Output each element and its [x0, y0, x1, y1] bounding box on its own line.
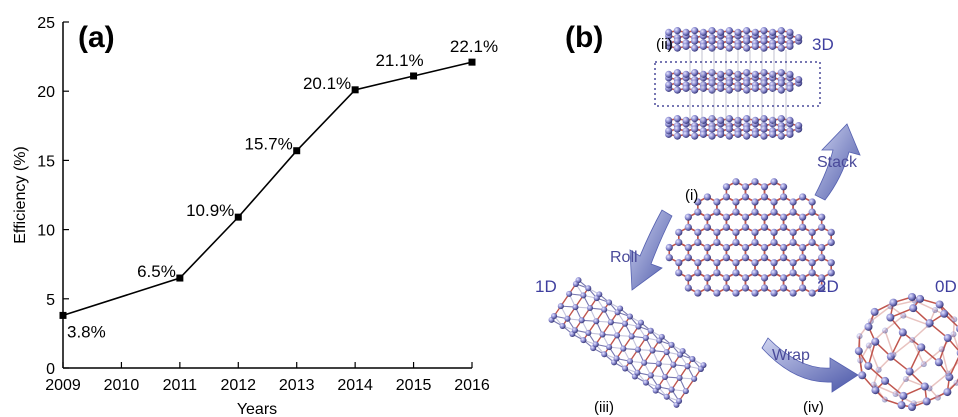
x-ticks: 2009 2010 2011 2012 2013 2014 2015 2016: [45, 362, 490, 394]
y-tick-label: 15: [37, 153, 55, 170]
data-label: 3.8%: [67, 322, 106, 341]
data-point: [59, 311, 67, 319]
data-point: [351, 86, 359, 94]
x-tick-label: 2014: [337, 377, 373, 394]
graphene-layer: [665, 115, 803, 140]
label-iv: (iv): [803, 399, 824, 416]
carbon-allotropes-diagram: (b) (ii) 3D Stack (i) 2D Roll 1D (iii) W…: [535, 21, 958, 416]
roll-arrow: Roll: [610, 209, 673, 291]
data-label: 20.1%: [303, 74, 351, 93]
data-point: [234, 213, 242, 221]
panel-label-b: (b): [565, 21, 603, 54]
y-tick-label: 20: [37, 84, 55, 101]
y-tick-label: 25: [37, 15, 55, 32]
data-point: [176, 274, 184, 282]
x-tick-label: 2013: [279, 377, 315, 394]
label-0d: 0D: [935, 277, 957, 296]
graphite-3d-stack: [654, 27, 821, 140]
data-point: [410, 72, 418, 80]
label-2d: 2D: [817, 277, 839, 296]
data-point: [468, 58, 476, 66]
x-tick-label: 2009: [45, 377, 81, 394]
roll-arrow-label: Roll: [610, 249, 638, 266]
series-efficiency: 3.8% 6.5% 10.9% 15.7% 20.1% 21.1% 22.1%: [59, 37, 498, 341]
x-tick-label: 2012: [220, 377, 256, 394]
y-axis-title: Efficiency (%): [12, 146, 29, 244]
x-tick-label: 2010: [104, 377, 140, 394]
x-tick-label: 2015: [396, 377, 432, 394]
y-tick-label: 0: [46, 361, 55, 378]
y-tick-label: 10: [37, 223, 55, 240]
data-label: 6.5%: [137, 262, 176, 281]
y-tick-label: 5: [46, 292, 55, 309]
label-ii: (ii): [656, 36, 673, 53]
data-point: [293, 147, 301, 155]
x-tick-label: 2016: [454, 377, 490, 394]
label-i: (i): [685, 187, 698, 204]
wrap-arrow-label: Wrap: [772, 347, 810, 364]
series-line: [62, 61, 473, 317]
panel-label-a: (a): [78, 21, 115, 54]
data-label: 21.1%: [375, 51, 423, 70]
fullerene-0d: [854, 293, 958, 411]
graphene-layer: [665, 69, 803, 94]
graphene-layer: [665, 27, 803, 52]
x-tick-label: 2011: [163, 377, 198, 394]
data-label: 15.7%: [245, 135, 293, 154]
graphene-sheet-2d: [665, 178, 835, 297]
data-label: 22.1%: [450, 37, 498, 56]
y-ticks: 0 5 10 15 20 25: [37, 15, 69, 378]
wrap-arrow: Wrap: [761, 337, 859, 393]
label-3d: 3D: [812, 35, 834, 54]
x-axis-title: Years: [237, 401, 277, 417]
selected-layer-box: [654, 61, 821, 107]
label-1d: 1D: [535, 277, 557, 296]
data-label: 10.9%: [186, 201, 234, 220]
carbon-nanotube-1d: [548, 277, 707, 408]
label-iii: (iii): [594, 399, 614, 416]
stack-arrow-label: Stack: [817, 154, 858, 171]
stack-arrow: Stack: [814, 123, 861, 201]
